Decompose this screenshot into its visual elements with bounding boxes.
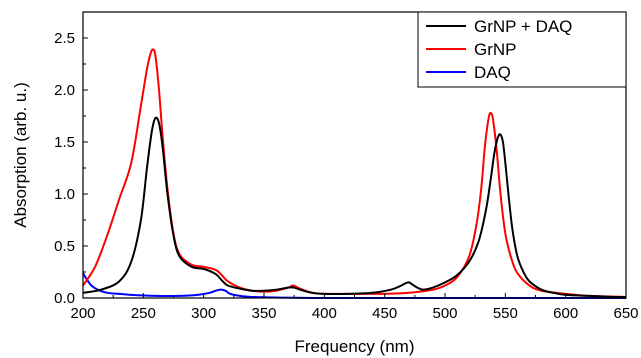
x-axis-title: Frequency (nm)	[295, 337, 415, 356]
y-axis-title: Absorption (arb. u.)	[11, 82, 30, 228]
x-tick-label: 650	[613, 305, 638, 322]
x-tick-label: 600	[553, 305, 578, 322]
x-tick-label: 300	[191, 305, 216, 322]
y-tick-label: 2.0	[54, 82, 75, 99]
axes-layer: 200 250 300 350 400 450 500 550 600 650 0.0 0.5 1.0 1…	[54, 11, 639, 322]
series-line-0	[82, 116, 627, 299]
y-tick-label: 2.5	[54, 30, 75, 47]
x-tick-label: 450	[372, 305, 397, 322]
legend-label: GrNP + DAQ	[474, 17, 572, 36]
legend: GrNP + DAQ GrNP DAQ	[417, 11, 627, 88]
y-tick-label: 0.0	[54, 290, 75, 307]
legend-label: GrNP	[474, 40, 517, 59]
x-tick-label: 550	[493, 305, 518, 322]
y-tick-label: 1.0	[54, 186, 75, 203]
x-tick-label: 350	[251, 305, 276, 322]
legend-label: DAQ	[474, 63, 511, 82]
x-tick-label: 400	[312, 305, 337, 322]
series-line-1	[82, 48, 627, 298]
x-tick-label: 500	[432, 305, 457, 322]
x-tick-label: 200	[70, 305, 95, 322]
x-tick-label: 250	[131, 305, 156, 322]
legend-items: GrNP + DAQ GrNP DAQ	[426, 17, 572, 82]
y-tick-label: 1.5	[54, 134, 75, 151]
y-tick-label: 0.5	[54, 238, 75, 255]
